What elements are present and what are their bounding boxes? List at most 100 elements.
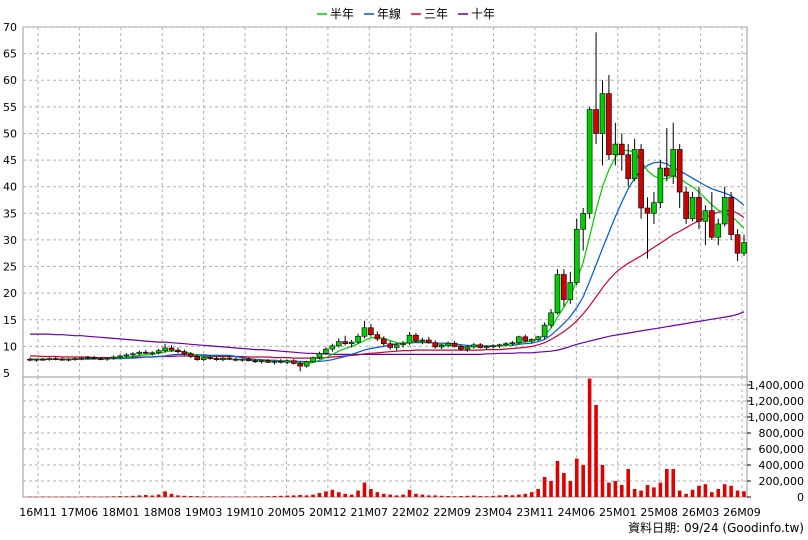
candle-body [239, 358, 246, 361]
volume-bar [600, 465, 605, 497]
x-tick-label: 18M01 [102, 506, 140, 519]
candle-body [162, 347, 168, 351]
volume-bar [729, 485, 733, 497]
volume-bar [497, 495, 502, 497]
volume-bar [227, 496, 232, 498]
volume-bar [98, 496, 103, 498]
volume-bar [189, 496, 193, 497]
candle-body [226, 357, 233, 360]
volume-axis: 0 200,000 400,000 600,000 800,000 1,000,000 1,… [747, 379, 804, 504]
volume-bar [414, 493, 418, 497]
volume-bar [446, 496, 450, 497]
volume-bar [504, 495, 508, 497]
candle-body [580, 213, 586, 230]
volume-bar [517, 494, 521, 497]
y-tick-label: 5 [3, 367, 10, 380]
volume-bar [574, 458, 579, 497]
volume-bar [613, 481, 618, 497]
candle-body [561, 274, 567, 300]
volume-bar [684, 493, 688, 497]
volume-bar [478, 496, 483, 497]
volume-bar [722, 484, 727, 497]
candle-body [625, 154, 632, 180]
volume-bar [279, 495, 283, 497]
candle-body [361, 327, 368, 337]
volume-bar [259, 496, 264, 497]
volume-bar [253, 496, 257, 497]
x-tick-label: 22M02 [392, 506, 430, 519]
volume-bar [221, 496, 225, 497]
candle-body [200, 357, 207, 360]
candle-body [458, 346, 464, 350]
volume-bar [381, 493, 386, 497]
volume-bar [53, 496, 58, 498]
volume-bar [607, 482, 611, 497]
volume-bar [484, 496, 489, 497]
volume-bar [60, 496, 64, 498]
volume-bar [118, 496, 122, 497]
candle-body [535, 336, 541, 340]
y-tick-label: 60 [3, 74, 17, 87]
x-tick-label: 22M09 [433, 506, 471, 519]
candle-body [168, 347, 175, 351]
volume-bar [594, 405, 598, 497]
x-tick-label: 26M03 [682, 506, 720, 519]
volume-bar [234, 496, 238, 497]
x-tick-label: 25M01 [599, 506, 637, 519]
volume-tick-label: 800,000 [759, 427, 805, 440]
x-tick-label: 18M08 [143, 506, 181, 519]
volume-bar [163, 491, 167, 497]
volume-bar [671, 469, 676, 497]
volume-tick-label: 600,000 [759, 443, 805, 456]
volume-bar [304, 495, 309, 497]
volume-bar [420, 494, 425, 497]
candle-body [85, 357, 91, 359]
candle-body [297, 363, 303, 367]
candle-body [709, 210, 715, 238]
volume-bar [356, 490, 360, 497]
volume-plot-area [22, 376, 748, 498]
candle-body [72, 358, 78, 360]
candle-body [464, 346, 471, 350]
volume-bar [311, 494, 315, 497]
volume-bar [619, 485, 624, 497]
candle-body [97, 358, 104, 360]
volume-bar [658, 482, 663, 497]
candle-body [175, 349, 181, 353]
volume-bar [343, 493, 347, 497]
candle-body [509, 342, 516, 345]
volume-bar [529, 492, 534, 497]
legend-label-three-year: 三年 [424, 7, 448, 21]
volume-bar [131, 495, 135, 497]
volume-bar [407, 489, 412, 497]
volume-bar [626, 469, 631, 497]
volume-tick-label: 1,400,000 [748, 379, 804, 392]
candle-body [670, 149, 677, 177]
volume-bar [285, 495, 290, 497]
y-tick-label: 65 [3, 48, 17, 61]
volume-bar [452, 496, 457, 497]
volume-bar [169, 493, 174, 497]
y-tick-label: 15 [3, 314, 17, 327]
volume-bar [536, 489, 540, 497]
legend-label-year: 年線 [377, 6, 401, 21]
candle-body [27, 358, 33, 361]
volume-bars [28, 378, 746, 498]
candle-body [303, 361, 310, 367]
volume-bar [587, 378, 592, 497]
price-axis: 5 10 15 20 25 30 35 40 45 50 55 60 65 70 [3, 21, 17, 380]
x-tick-label: 21M07 [351, 506, 389, 519]
candle-body [310, 357, 316, 363]
volume-bar [735, 490, 740, 497]
candle-body [528, 339, 535, 342]
ma-line-ten-year [30, 311, 745, 355]
candle-body [516, 336, 522, 343]
candle-body [702, 210, 709, 222]
candle-body [265, 360, 271, 363]
volume-bar [66, 496, 71, 498]
volume-bar [150, 495, 155, 497]
y-tick-label: 55 [3, 101, 17, 114]
volume-bar [472, 495, 476, 497]
volume-tick-label: 1,200,000 [748, 395, 804, 408]
volume-bar [542, 477, 547, 497]
